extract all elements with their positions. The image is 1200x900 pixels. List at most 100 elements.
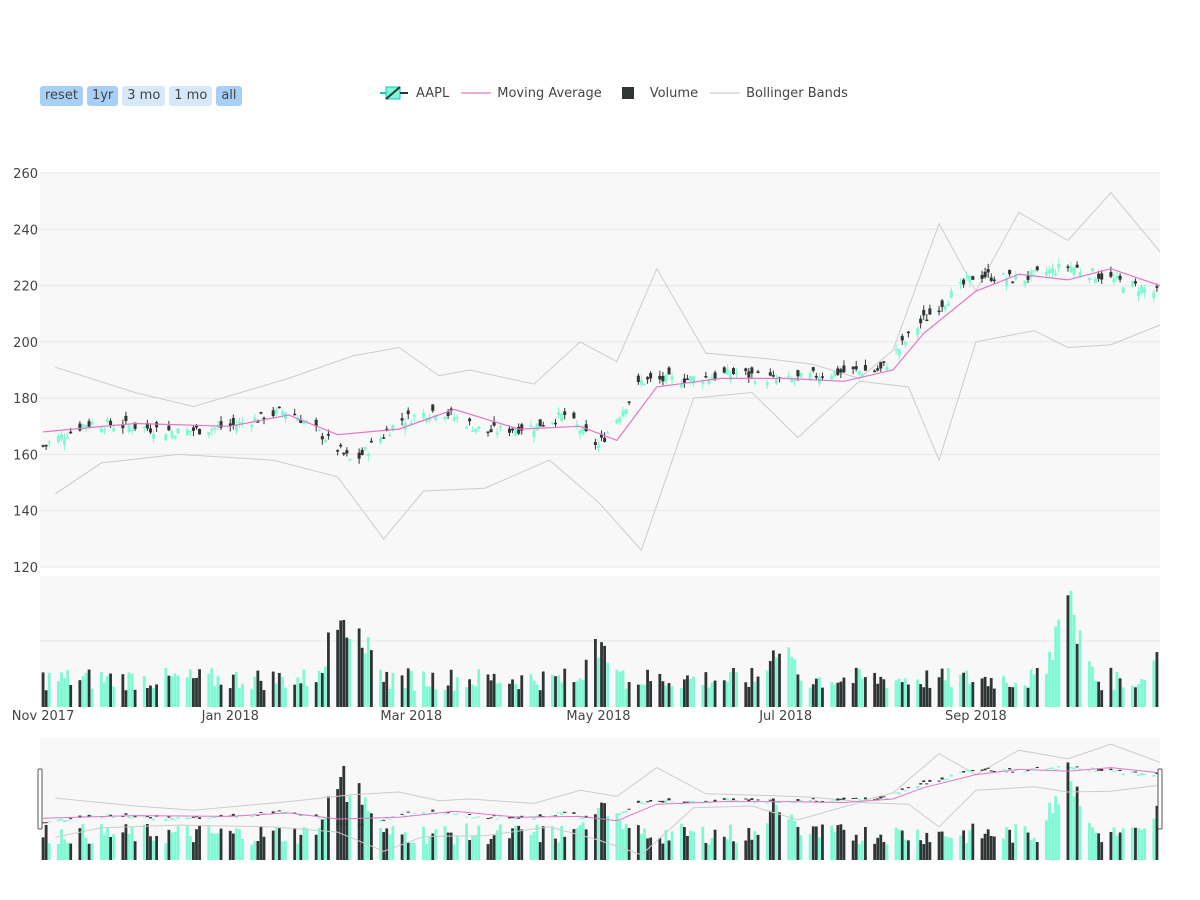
candle-body xyxy=(425,418,429,422)
volume-bar xyxy=(900,682,904,707)
range-slider-candle xyxy=(529,816,533,818)
volume-bar xyxy=(1075,643,1079,707)
range-slider-candle xyxy=(851,797,855,799)
candle-body xyxy=(532,430,536,438)
candle-body xyxy=(796,370,800,377)
range-slider-candle xyxy=(1155,773,1159,775)
range-slider-volume-bar xyxy=(1130,827,1134,860)
range-slider-volume-bar xyxy=(1075,786,1079,860)
volume-bar xyxy=(839,681,843,707)
candle-body xyxy=(296,417,300,422)
range-button-1-mo[interactable]: 1 mo xyxy=(169,86,213,106)
candle-body xyxy=(713,372,717,379)
candle-body xyxy=(624,409,628,414)
volume-bar xyxy=(778,653,781,707)
range-slider-candle xyxy=(992,770,996,772)
range-slider-volume-bar xyxy=(1032,838,1036,860)
range-slider-candle xyxy=(1023,771,1027,773)
volume-bar xyxy=(477,669,481,707)
range-slider-volume-bar xyxy=(103,834,106,860)
range-slider-candle xyxy=(532,817,536,820)
legend-item-moving-average[interactable]: Moving Average xyxy=(461,85,602,101)
range-slider-candle xyxy=(348,826,352,828)
candle-body xyxy=(646,377,650,380)
range-slider-volume-bar xyxy=(1072,796,1076,860)
volume-bar xyxy=(357,628,361,707)
range-slider-right-handle[interactable] xyxy=(1157,768,1163,830)
legend-item-volume[interactable]: Volume xyxy=(614,85,698,101)
range-slider-volume-bar xyxy=(1109,832,1113,860)
range-slider-volume-bar xyxy=(388,834,392,860)
range-slider-candle xyxy=(1112,770,1116,772)
candle-body xyxy=(409,422,413,426)
candle-body xyxy=(474,428,478,432)
volume-bar xyxy=(983,676,987,707)
candle-body xyxy=(363,447,367,450)
range-slider-candle xyxy=(1066,766,1070,768)
bollinger-lower-line xyxy=(55,324,1161,552)
range-slider-left-handle[interactable] xyxy=(37,768,43,830)
range-slider-candle xyxy=(47,821,51,823)
range-slider-volume-bar xyxy=(403,832,407,860)
volume-bar xyxy=(1137,684,1140,707)
range-slider-candle xyxy=(965,770,969,772)
range-slider-candle xyxy=(468,814,472,816)
candle-body xyxy=(511,428,515,431)
legend-item-aapl[interactable]: AAPL xyxy=(380,85,449,101)
range-slider-candle xyxy=(379,820,383,822)
range-button-3-mo[interactable]: 3 mo xyxy=(122,86,166,106)
range-slider-volume-bar xyxy=(593,814,597,860)
candle-body xyxy=(627,401,631,404)
candle-body xyxy=(983,271,987,278)
candle-body xyxy=(615,419,619,424)
volume-bar xyxy=(130,673,134,707)
range-slider-candle xyxy=(323,820,327,822)
volume-bar xyxy=(980,678,984,707)
y-tick-label: 120 xyxy=(13,561,38,576)
range-slider-volume-bar xyxy=(90,843,94,860)
range-slider-candle xyxy=(431,809,435,812)
legend-label-moving-average: Moving Average xyxy=(497,85,602,101)
range-slider-candle xyxy=(731,798,735,801)
volume-bar xyxy=(636,684,640,707)
range-slider-candle xyxy=(188,817,192,819)
candle-body xyxy=(744,368,748,372)
range-button-1yr[interactable]: 1yr xyxy=(86,86,119,106)
range-slider-volume-bar xyxy=(455,836,459,860)
range-slider-volume-bar xyxy=(253,841,257,860)
range-slider-volume-bar xyxy=(302,827,306,860)
range-button-all[interactable]: all xyxy=(216,86,242,106)
range-button-reset[interactable]: reset xyxy=(40,86,83,106)
range-slider-candle xyxy=(1001,769,1006,771)
candle-body xyxy=(1078,272,1082,277)
range-slider-volume-bar xyxy=(274,827,278,860)
volume-bar xyxy=(707,687,711,707)
range-slider-candle xyxy=(962,771,966,773)
range-slider-volume-bar xyxy=(409,842,413,860)
range-slider-candle xyxy=(876,798,880,800)
candle-body xyxy=(689,375,693,381)
range-slider-candle xyxy=(507,817,511,819)
range-slider-candle xyxy=(830,800,834,802)
range-slider-candle xyxy=(983,768,987,771)
range-slider-volume-bar xyxy=(541,826,545,860)
volume-bar xyxy=(943,680,947,707)
candle-body xyxy=(520,424,524,431)
legend: AAPL Moving Average Volume Bollinger Ban… xyxy=(380,82,860,104)
range-slider-volume-bar xyxy=(808,834,812,860)
range-slider-candle xyxy=(366,824,370,826)
range-slider-candle xyxy=(682,801,686,804)
range-slider-candle xyxy=(400,813,404,815)
legend-item-bollinger-bands[interactable]: Bollinger Bands xyxy=(710,85,848,101)
range-slider-volume-bar xyxy=(986,829,990,860)
range-slider-volume-bar xyxy=(563,836,567,860)
range-slider-candle xyxy=(971,769,975,772)
volume-bar xyxy=(443,689,447,707)
range-slider-volume-bar xyxy=(919,840,923,860)
range-slider-volume-bar xyxy=(624,823,628,860)
volume-bar xyxy=(1054,626,1058,707)
candle-body xyxy=(836,368,840,375)
range-slider-volume-bar xyxy=(1100,842,1104,860)
volume-bar xyxy=(514,683,518,707)
